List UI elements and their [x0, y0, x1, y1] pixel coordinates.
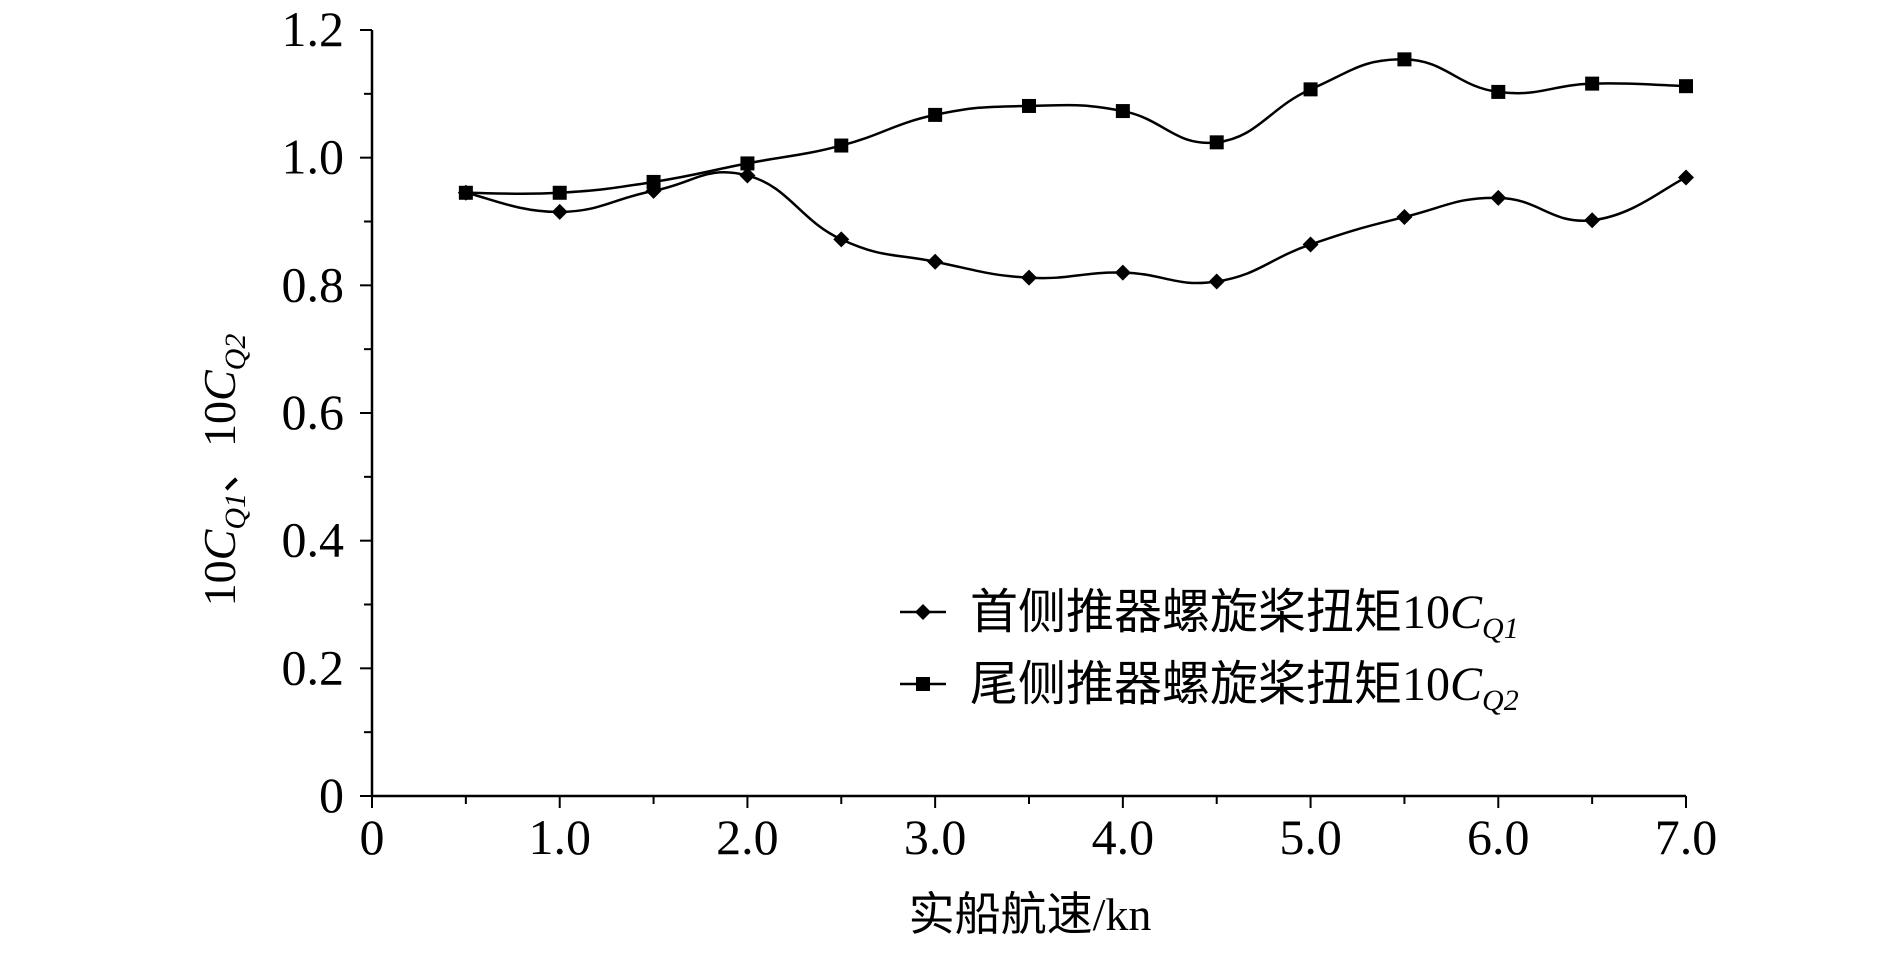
y-axis-title-var-2: C [194, 369, 245, 401]
series-1-point [1584, 212, 1601, 229]
series-2-point [1115, 104, 1130, 119]
y-tick-label: 0.8 [282, 256, 345, 312]
legend-label-1: 首侧推器螺旋桨扭矩10CQ1 [970, 586, 1519, 645]
y-tick-label: 0 [319, 767, 344, 823]
y-tick-label: 1.2 [282, 1, 345, 57]
series-1-point [1396, 209, 1413, 226]
legend-marker-2 [916, 677, 930, 691]
series-2-point [1022, 98, 1036, 113]
series-1-point [1302, 236, 1319, 253]
legend-label-2-sub: Q2 [1482, 684, 1519, 717]
y-axis-title: 10CQ1、10CQ2 [194, 334, 252, 607]
series-2-point [1585, 76, 1600, 91]
legend-label-1-text: 首侧推器螺旋桨扭矩10 [970, 586, 1450, 639]
series-2-point [458, 185, 473, 200]
series-2-point [646, 174, 661, 189]
y-tick-label: 0.2 [282, 639, 345, 695]
series-2 [458, 52, 1693, 200]
legend-label-2: 尾侧推器螺旋桨扭矩10CQ2 [970, 658, 1519, 717]
series-1-point [927, 253, 944, 270]
x-tick-label: 1.0 [528, 809, 591, 865]
series-1-point [1114, 264, 1131, 281]
legend-label-1-sub: Q1 [1482, 612, 1519, 645]
y-axis-title-sub-2: Q2 [219, 334, 252, 371]
series-1-point [1021, 269, 1037, 286]
series-1 [457, 167, 1694, 290]
series-1-point [1208, 273, 1225, 290]
series-1-point [1490, 189, 1507, 206]
legend-marker-1 [915, 604, 931, 620]
series-2-point [1397, 52, 1412, 67]
y-axis-title-prefix-2: 10 [194, 401, 245, 447]
x-tick-label: 2.0 [716, 809, 779, 865]
series-2-point [552, 185, 567, 200]
series-2-point [834, 138, 849, 153]
y-axis-title-separator: 、 [194, 447, 245, 493]
axes: 0 0.2 0.4 0.6 0.8 1.0 1.2 0 1.0 2.0 3.0 4.0 5.0 6.0 7.… [282, 1, 1718, 865]
y-axis-title-sub-1: Q1 [219, 493, 252, 530]
series-2-line [465, 58, 1687, 196]
x-tick-label: 3.0 [904, 809, 967, 865]
series-2-point [1303, 82, 1318, 97]
y-axis-title-prefix-1: 10 [194, 560, 245, 606]
series-2-point [1209, 135, 1224, 150]
y-tick-label: 0.6 [282, 384, 345, 440]
x-tick-label: 4.0 [1092, 809, 1155, 865]
series-layer [457, 52, 1694, 290]
y-tick-label: 1.0 [282, 129, 345, 185]
series-1-point [1678, 169, 1694, 186]
x-tick-label: 7.0 [1655, 809, 1718, 865]
series-2-point [740, 156, 755, 171]
x-tick-label: 0 [360, 809, 385, 865]
legend-label-1-var: C [1450, 586, 1483, 639]
x-tick-label: 5.0 [1279, 809, 1342, 865]
series-1-point [551, 203, 568, 220]
series-1-point [833, 231, 850, 248]
legend-label-2-var: C [1450, 658, 1483, 711]
series-2-point [1491, 84, 1506, 99]
series-2-point [1679, 79, 1693, 94]
series-1-point [739, 167, 756, 184]
legend-label-2-text: 尾侧推器螺旋桨扭矩10 [970, 658, 1450, 711]
x-tick-label: 6.0 [1467, 809, 1530, 865]
x-axis-title: 实船航速/kn [909, 889, 1152, 940]
y-tick-label: 0.4 [282, 512, 345, 568]
y-axis-title-var-1: C [194, 528, 245, 560]
series-2-point [928, 107, 943, 122]
